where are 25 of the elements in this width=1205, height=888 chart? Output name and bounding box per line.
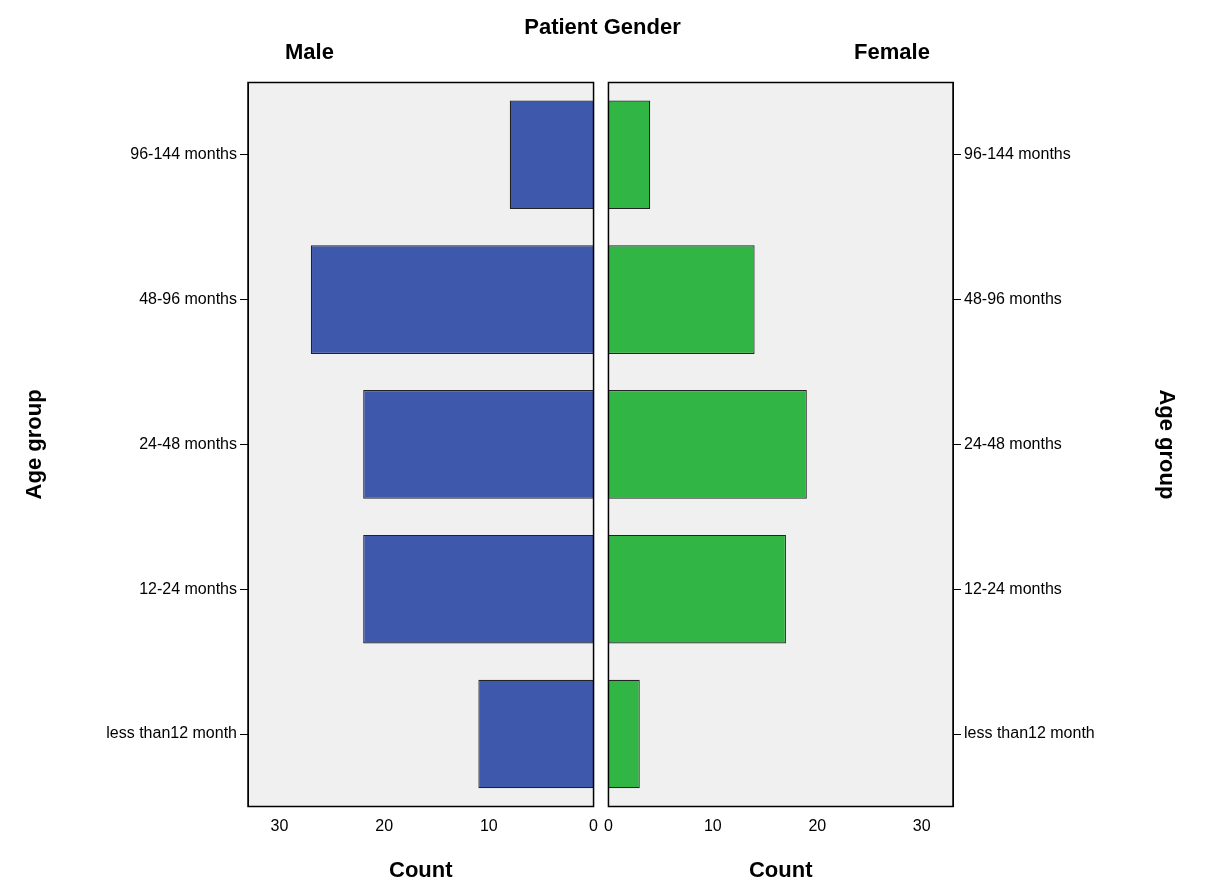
y-tick-label: less than12 month [964, 724, 1095, 742]
x-tick-label: 20 [375, 817, 394, 835]
text: Patient Gender [524, 14, 681, 40]
x-axis-title: Count [389, 856, 454, 882]
x-tick-label: 30 [912, 817, 931, 835]
y-tick-label: 48-96 months [964, 290, 1062, 308]
y-axis-title: Age group [21, 389, 47, 500]
x-tick-label: 0 [604, 817, 613, 835]
x-tick-label: 10 [703, 817, 722, 835]
y-tick-label: 96-144 months [964, 145, 1071, 163]
x-tick-label: 30 [270, 817, 289, 835]
chart-title: Male [285, 39, 334, 65]
y-tick-label: 12-24 months [964, 579, 1062, 597]
chart-title: Female [854, 39, 930, 65]
x-tick-label: 0 [589, 817, 599, 835]
y-tick-label: 48-96 months [139, 290, 237, 308]
y-tick-label: 24-48 months [964, 434, 1062, 452]
x-tick-label: 10 [479, 817, 498, 835]
y-axis-title: Age group [1154, 389, 1180, 500]
y-tick-label: less than12 month [106, 724, 237, 742]
x-axis-title: Count [748, 856, 814, 882]
y-tick-label: 12-24 months [139, 579, 237, 597]
y-tick-label: 24-48 months [139, 434, 237, 452]
y-tick-label: 96-144 months [130, 145, 237, 163]
x-tick-label: 20 [808, 817, 827, 835]
